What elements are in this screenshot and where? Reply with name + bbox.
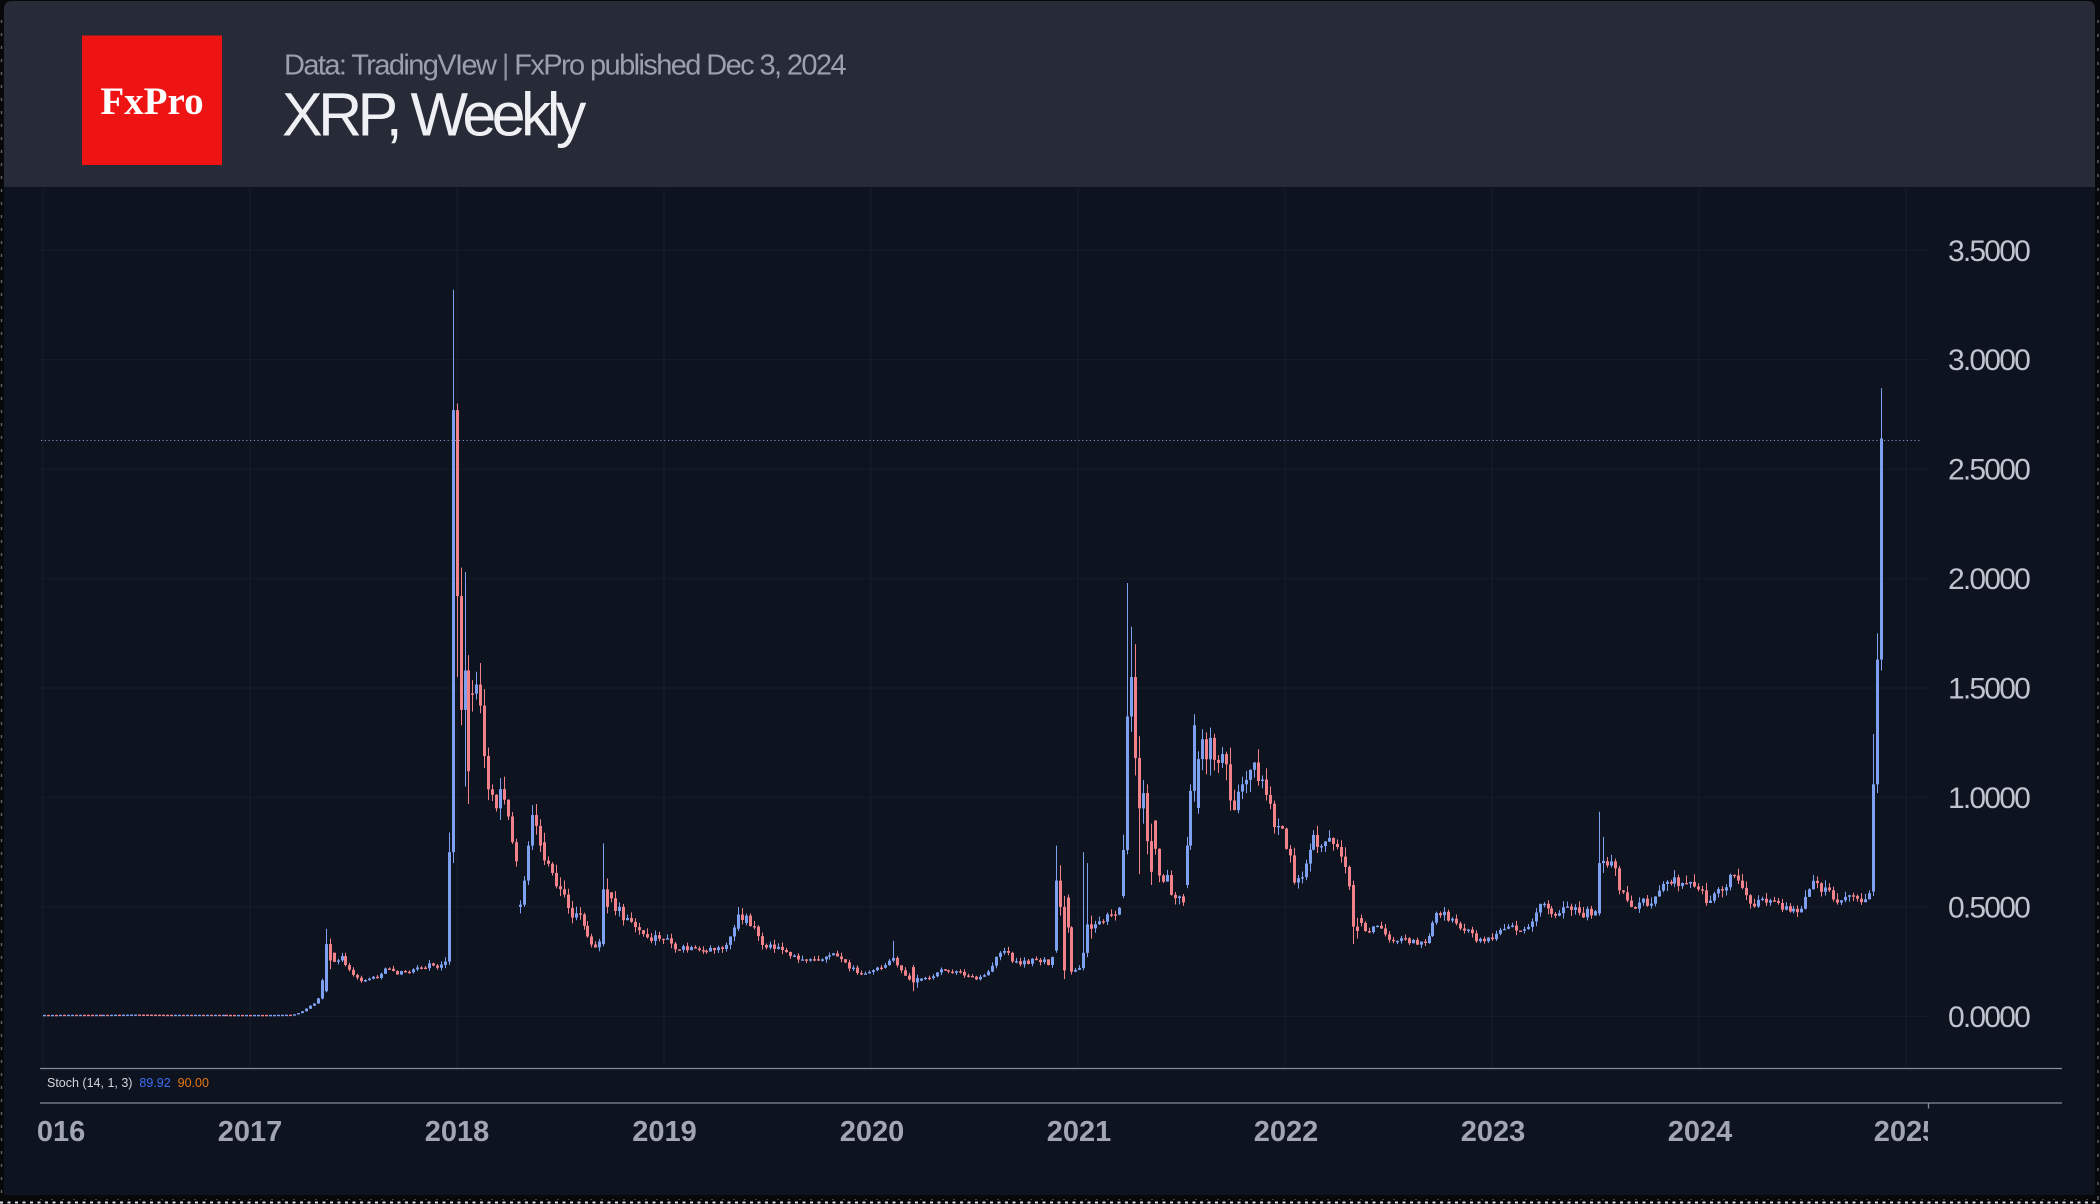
svg-text:0.5000: 0.5000 (1948, 891, 2030, 924)
svg-text:Stoch (14, 1, 3) 89.92 90.00: Stoch (14, 1, 3) 89.92 90.00 (47, 1076, 209, 1090)
svg-text:2018: 2018 (425, 1116, 490, 1148)
svg-text:2017: 2017 (218, 1116, 283, 1148)
svg-text:3.5000: 3.5000 (1948, 235, 2030, 268)
svg-text:2021: 2021 (1047, 1116, 1112, 1148)
svg-text:2024: 2024 (1668, 1116, 1733, 1148)
svg-text:2022: 2022 (1254, 1116, 1319, 1148)
svg-text:1.0000: 1.0000 (1948, 782, 2030, 815)
svg-text:2.5000: 2.5000 (1948, 454, 2030, 487)
svg-text:2.0000: 2.0000 (1948, 563, 2030, 596)
svg-text:2019: 2019 (632, 1116, 697, 1148)
svg-text:2025: 2025 (1874, 1116, 1939, 1148)
svg-text:Data: TradingVIew | FxPro publ: Data: TradingVIew | FxPro published Dec … (284, 50, 846, 82)
svg-text:XRP, Weekly: XRP, Weekly (282, 81, 587, 149)
svg-text:2020: 2020 (840, 1116, 905, 1148)
svg-text:0.0000: 0.0000 (1948, 1001, 2030, 1034)
svg-text:2016: 2016 (21, 1116, 86, 1148)
svg-text:1.5000: 1.5000 (1948, 673, 2030, 706)
svg-text:3.0000: 3.0000 (1948, 344, 2030, 377)
svg-text:2023: 2023 (1461, 1116, 1526, 1148)
svg-text:FxPro: FxPro (100, 80, 203, 123)
